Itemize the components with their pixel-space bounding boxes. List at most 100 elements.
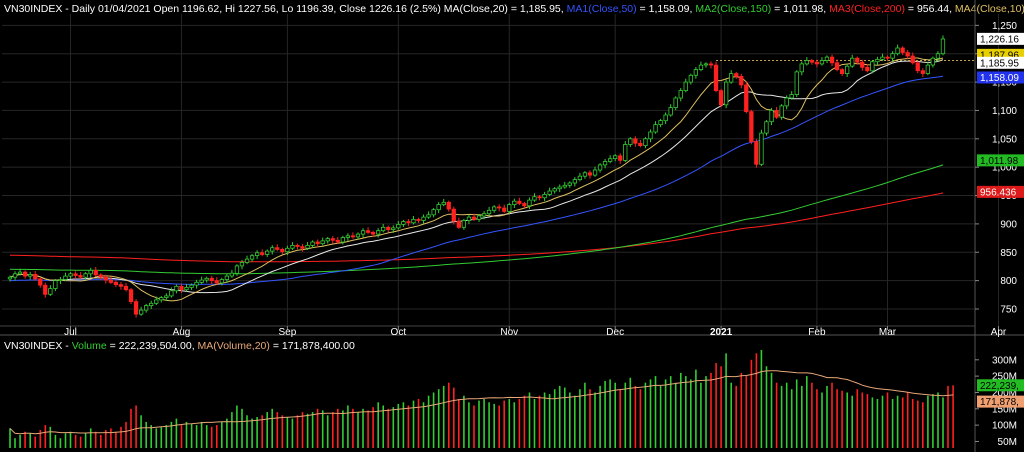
candle-body <box>441 201 446 206</box>
volume-label: Volume <box>71 340 107 352</box>
volume-bar <box>448 382 450 448</box>
volume-bar <box>735 385 737 448</box>
candle-body <box>935 53 941 59</box>
volume-bar <box>871 397 874 448</box>
candle-body <box>325 238 330 242</box>
candle-body <box>875 59 880 63</box>
volume-bar <box>458 399 460 448</box>
volume-pane-header: VN30INDEX - Volume = 222,239,504.00, MA(… <box>4 340 355 352</box>
candle-body <box>774 110 779 118</box>
volume-bar <box>453 387 455 448</box>
volume-bar <box>74 434 77 448</box>
volume-bar <box>528 392 531 448</box>
volume-bar <box>730 382 732 448</box>
candle-body <box>769 110 774 123</box>
volume-bar <box>760 350 763 448</box>
month-label: Mar <box>879 327 897 338</box>
candle-body <box>824 56 830 61</box>
candle-body <box>421 216 426 221</box>
candle-body <box>623 144 628 161</box>
volume-bar <box>185 421 188 448</box>
candle-body <box>930 57 935 66</box>
candle-body <box>613 155 618 160</box>
candle-body <box>638 142 643 147</box>
ma20-price-tag-bg <box>977 56 1024 69</box>
candle-body <box>27 273 33 277</box>
volume-bar <box>54 434 57 448</box>
volume-bar <box>770 372 773 448</box>
candle-body <box>759 132 764 165</box>
candle-body <box>391 227 396 230</box>
volume-ma-tag: 171,878, <box>980 397 1019 408</box>
volume-bar <box>674 382 677 448</box>
volume-bar <box>765 366 768 448</box>
volume-bar <box>316 408 319 448</box>
volume-bar <box>417 399 420 448</box>
volume-bar <box>493 403 495 448</box>
candle-body <box>582 172 588 177</box>
candle-body <box>340 237 346 243</box>
candle-body <box>446 201 451 210</box>
volume-bar <box>251 418 253 448</box>
price-tick-label: 900 <box>1000 219 1017 230</box>
ma150-label: MA2(Close,150) <box>695 3 772 15</box>
volume-bar <box>397 403 400 448</box>
candle-body <box>53 280 58 289</box>
candle-body <box>264 250 270 255</box>
candle-body <box>239 262 245 267</box>
volume-bar <box>120 426 122 448</box>
candle-body <box>527 199 532 207</box>
volume-bar <box>906 392 909 448</box>
candlesticks <box>7 35 946 318</box>
candle-body <box>865 66 870 72</box>
volume-bar <box>246 415 248 448</box>
candle-body <box>633 138 638 144</box>
candle-body <box>174 285 179 292</box>
candle-body <box>355 233 361 238</box>
candle-body <box>310 241 315 246</box>
candle-body <box>628 138 633 145</box>
volume-bar <box>165 425 168 448</box>
volume-bar <box>891 399 894 448</box>
candle-body <box>68 273 73 277</box>
volume-bar <box>115 431 117 448</box>
volume-bar <box>659 385 662 448</box>
candle-body <box>471 216 477 220</box>
volume-bar <box>205 425 208 448</box>
ma200-value: = 956.44, <box>904 3 952 15</box>
volume-bar <box>221 421 223 448</box>
candle-body <box>688 74 693 83</box>
candle-body <box>552 188 557 192</box>
candle-body <box>860 61 865 68</box>
volume-bar <box>105 430 107 448</box>
volume-bar <box>816 389 818 448</box>
candle-body <box>380 226 386 232</box>
volume-bar <box>780 385 783 448</box>
volume-bar <box>785 382 788 448</box>
volume-bar <box>483 399 485 448</box>
volume-bar <box>947 385 949 448</box>
volume-bar <box>755 353 758 448</box>
volume-bar <box>649 379 652 448</box>
candle-body <box>512 200 517 205</box>
candle-body <box>557 186 562 190</box>
candle-body <box>517 200 522 204</box>
candle-body <box>754 141 759 165</box>
volume-bar <box>226 418 228 448</box>
volume-bar <box>14 438 16 448</box>
volume-bar <box>301 412 304 448</box>
volume-bar <box>624 382 627 448</box>
volume-bar <box>942 397 944 448</box>
volume-tag-bg <box>977 379 1024 392</box>
candle-body <box>214 280 219 284</box>
volume-bar <box>619 389 621 448</box>
candle-body <box>734 73 739 77</box>
volume-bar <box>932 394 934 448</box>
candle-body <box>834 62 840 70</box>
volume-bar <box>402 402 405 448</box>
volume-bar <box>377 402 379 448</box>
candle-body <box>411 218 416 224</box>
candle-body <box>507 204 512 212</box>
volume-bar <box>861 392 864 448</box>
